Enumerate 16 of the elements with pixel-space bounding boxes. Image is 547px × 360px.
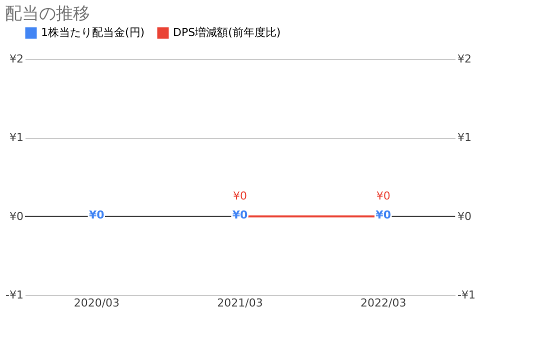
legend-label: 1株当たり配当金(円) xyxy=(41,26,145,39)
chart-title: 配当の推移 xyxy=(5,4,90,24)
y2-tick-label: ¥0 xyxy=(458,210,472,223)
y-tick-label: ¥1 xyxy=(10,131,24,144)
y-tick-label: ¥2 xyxy=(10,52,24,66)
data-label: ¥0 xyxy=(376,189,390,202)
data-label: ¥0 xyxy=(233,189,247,202)
x-tick-label: 2021/03 xyxy=(217,296,263,310)
y2-tick-label: ¥1 xyxy=(458,131,472,144)
y2-tick-label: -¥1 xyxy=(458,288,476,302)
y-tick-label: ¥0 xyxy=(10,210,24,223)
x-tick-label: 2022/03 xyxy=(360,296,406,310)
legend-label: DPS増減額(前年度比) xyxy=(173,26,281,39)
y-tick-label: -¥1 xyxy=(6,288,24,302)
x-tick-label: 2020/03 xyxy=(74,296,120,310)
y2-tick-label: ¥2 xyxy=(458,52,472,66)
